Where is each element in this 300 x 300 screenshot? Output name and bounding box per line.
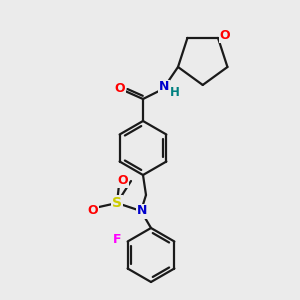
Text: O: O [220,29,230,42]
Text: O: O [118,173,128,187]
Text: H: H [170,85,180,98]
Text: O: O [115,82,125,94]
Text: F: F [113,233,122,246]
Text: N: N [159,80,169,94]
Text: S: S [112,196,122,210]
Text: N: N [137,205,147,218]
Text: O: O [88,203,98,217]
